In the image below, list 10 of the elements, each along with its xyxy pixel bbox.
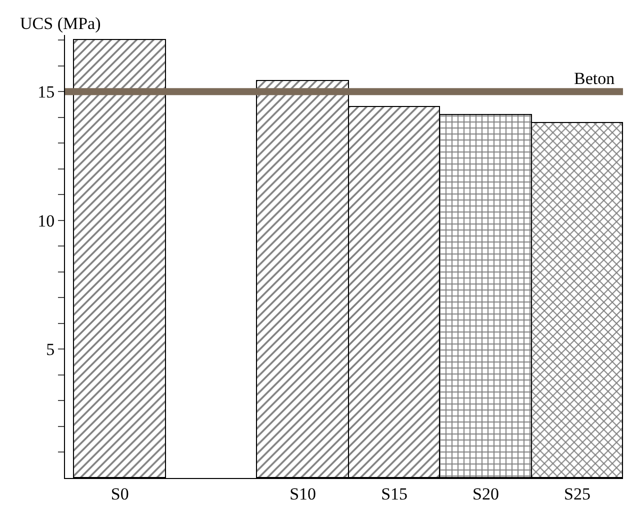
x-tick-label: S10 bbox=[290, 484, 316, 504]
y-tick-label: 10 bbox=[38, 211, 55, 230]
x-tick-label: S25 bbox=[564, 484, 590, 504]
y-tick-label: 15 bbox=[38, 82, 55, 102]
x-tick-label: S0 bbox=[110, 484, 129, 504]
y-tick-label: 5 bbox=[46, 340, 55, 360]
x-tick-label: S15 bbox=[381, 484, 408, 504]
x-tick-label: S20 bbox=[472, 484, 500, 504]
ref-line-label: Beton bbox=[574, 69, 616, 88]
y-axis-title: UCS (MPa) bbox=[20, 14, 101, 33]
